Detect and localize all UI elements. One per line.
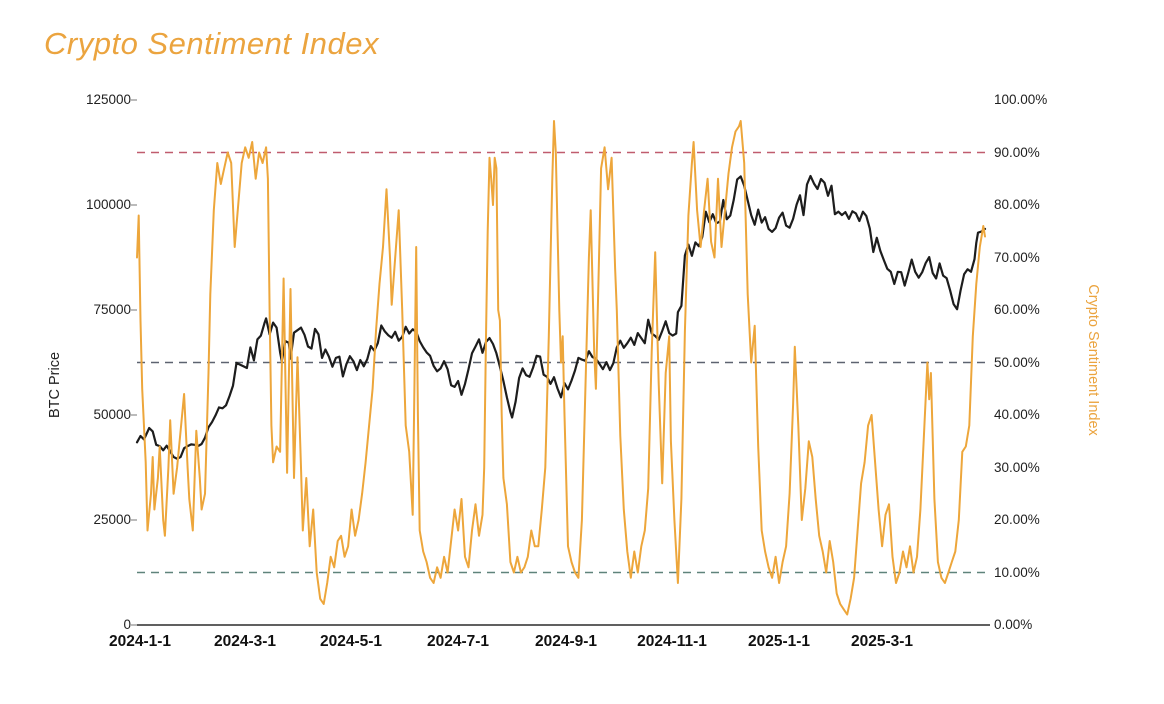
left-axis-tick-label: 0 (123, 617, 131, 632)
x-axis-tick-label: 2024-7-1 (426, 633, 490, 650)
left-axis-tick-label: 25000 (93, 512, 131, 527)
left-axis-tick-label: 125000 (85, 92, 131, 107)
x-axis-tick-label: 2024-1-1 (108, 633, 172, 650)
right-axis-tick-label: 0.00% (994, 617, 1033, 632)
right-axis-tick-label: 30.00% (994, 460, 1040, 475)
x-axis-tick-label: 2025-3-1 (850, 633, 914, 650)
left-axis-tick-label: 100000 (85, 197, 131, 212)
right-axis-tick-label: 10.00% (994, 565, 1040, 580)
x-axis-tick-label: 2024-9-1 (534, 633, 598, 650)
chart-title: Crypto Sentiment Index (44, 26, 379, 61)
btc-price-line (135, 174, 987, 460)
left-axis-tick-label: 50000 (93, 407, 131, 422)
right-axis-tick-label: 70.00% (994, 250, 1040, 265)
right-axis-tick-label: 60.00% (994, 302, 1040, 317)
right-axis-title: Crypto Sentiment Index (1085, 284, 1101, 436)
left-axis-title: BTC Price (47, 351, 63, 419)
x-axis-tick-label: 2024-11-1 (637, 633, 707, 650)
right-axis-tick-label: 80.00% (994, 197, 1040, 212)
x-axis-tick-label: 2024-3-1 (213, 633, 277, 650)
x-axis-tick-label: 2025-1-1 (747, 633, 811, 650)
right-axis-tick-label: 90.00% (994, 145, 1040, 160)
left-axis-tick-label: 75000 (93, 302, 131, 317)
right-axis-tick-label: 40.00% (994, 407, 1040, 422)
x-axis-tick-label: 2024-5-1 (319, 633, 383, 650)
right-axis-tick-label: 100.00% (994, 92, 1048, 107)
right-axis-tick-label: 50.00% (994, 355, 1040, 370)
right-axis-tick-label: 20.00% (994, 512, 1040, 527)
sentiment-index-line (136, 120, 986, 616)
